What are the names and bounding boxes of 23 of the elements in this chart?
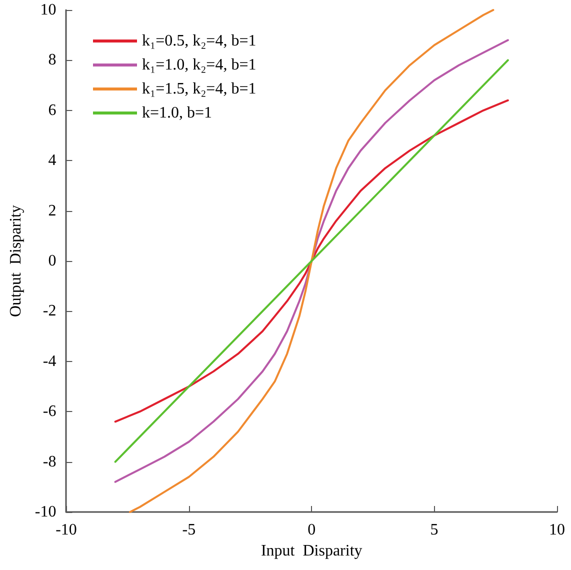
y-tick-label: 10 [40, 2, 56, 18]
legend-label: k₁=0.5, k₂=4, b=1 [142, 32, 256, 50]
y-tick-label: -2 [42, 302, 56, 320]
y-tick-label: -6 [42, 403, 56, 420]
x-tick-label: 10 [549, 522, 565, 538]
y-tick-label: 2 [48, 202, 56, 220]
legend-label: k=1.0, b=1 [142, 104, 212, 122]
y-tick-label: 8 [48, 52, 56, 69]
y-axis-title: Output Disparity [8, 205, 24, 317]
legend-label: k₁=1.5, k₂=4, b=1 [142, 80, 256, 98]
line-series [114, 99, 509, 423]
y-tick-label: 0 [48, 252, 56, 270]
y-tick-label: -8 [42, 453, 56, 470]
y-tick-label: 4 [48, 152, 56, 170]
line-series [129, 9, 494, 513]
x-tick-label: -5 [182, 522, 196, 538]
x-axis-title: Input Disparity [260, 542, 362, 560]
legend-label: k₁=1.0, k₂=4, b=1 [142, 56, 256, 74]
y-tick-label: -10 [34, 504, 56, 520]
y-tick-label: 6 [48, 102, 56, 119]
y-tick-label: -4 [42, 352, 56, 370]
x-tick-label: 0 [308, 522, 316, 538]
x-tick-label: 5 [430, 522, 438, 538]
